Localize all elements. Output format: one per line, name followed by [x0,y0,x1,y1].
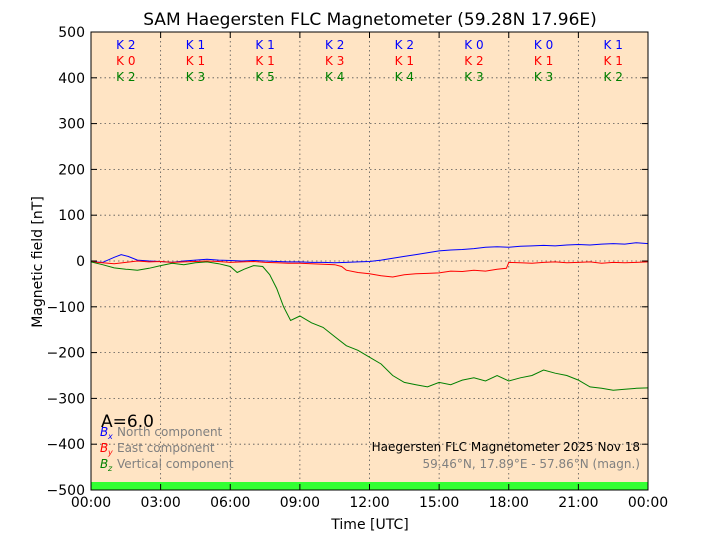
y-tick-label: 400 [58,71,85,87]
y-tick-label: 200 [58,162,85,178]
k-index-label: K 1 [186,54,205,68]
y-tick-label: 100 [58,208,85,224]
legend-symbol-y: B [100,441,108,455]
k-index-label: K 0 [534,38,553,52]
legend-subscript-z: z [107,464,113,473]
k-index-label: K 1 [255,38,274,52]
y-tick-label: 300 [58,117,85,133]
k-index-label: K 1 [186,38,205,52]
y-tick-label: −200 [47,346,85,362]
k-index-label: K 3 [325,54,344,68]
legend-entry-x: North component [117,425,223,439]
k-index-label: K 1 [255,54,274,68]
legend-symbol-x: B [100,425,108,439]
k-index-labels: K 2 K 1 K 1 K 2 K 2 K 0 K 0 K 1 K 0 K 1 K 1 K 3 K 1 K… [116,38,623,84]
legend-entry-y: East component [117,441,215,455]
x-tick-label: 09:00 [280,495,320,511]
legend-entry-z: Vertical component [117,457,234,471]
k-index-label: K 0 [116,54,135,68]
k-index-label: K 2 [325,38,344,52]
y-tick-label: −100 [47,300,85,316]
k-index-label: K 1 [604,38,623,52]
legend-subscript-x: x [107,432,113,441]
k-index-label: K 2 [604,70,623,84]
k-index-label: K 3 [534,70,553,84]
y-tick-label: −300 [47,391,85,407]
k-index-label: K 0 [464,38,483,52]
y-tick-label: −500 [47,483,85,499]
y-tick-label: −400 [47,437,85,453]
x-tick-label: 00:00 [71,495,111,511]
k-index-label: K 5 [255,70,274,84]
x-tick-label: 15:00 [419,495,459,511]
k-index-label: K 1 [604,54,623,68]
grid [91,32,648,490]
station-info-title: Haegersten FLC Magnetometer 2025 Nov 18 [372,440,640,454]
k-index-label: K 2 [395,38,414,52]
a-index-label: A=6.0 [101,412,154,432]
k-index-label: K 3 [186,70,205,84]
k-index-label: K 2 [116,70,135,84]
k-index-label: K 1 [395,54,414,68]
k-index-label: K 3 [464,70,483,84]
y-tick-label: 500 [58,25,85,41]
y-axis-label: Magnetic field [nT] [30,196,46,328]
x-tick-label: 12:00 [349,495,389,511]
station-info-coordinates: 59.46°N, 17.89°E - 57.86°N (magn.) [423,457,640,471]
x-tick-label: 18:00 [489,495,529,511]
x-axis-label: Time [UTC] [330,517,408,533]
series-line-y [90,260,649,278]
x-tick-label: 00:00 [628,495,668,511]
series-line-z [90,261,649,391]
k-index-label: K 2 [116,38,135,52]
k-index-label: K 2 [464,54,483,68]
series-lines [90,242,649,391]
legend-symbol-z: B [100,457,108,471]
x-tick-label: 03:00 [140,495,180,511]
chart-title: SAM Haegersten FLC Magnetometer (59.28N … [143,10,597,30]
y-tick-label: 0 [76,254,85,270]
k-index-label: K 4 [325,70,344,84]
k-index-label: K 4 [395,70,414,84]
axis-ticks: 00:00 03:00 06:00 09:00 12:00 15:00 18:00 21:00… [47,25,669,511]
x-tick-label: 21:00 [558,495,598,511]
k-index-label: K 1 [534,54,553,68]
legend-subscript-y: y [107,448,113,457]
x-tick-label: 06:00 [210,495,250,511]
